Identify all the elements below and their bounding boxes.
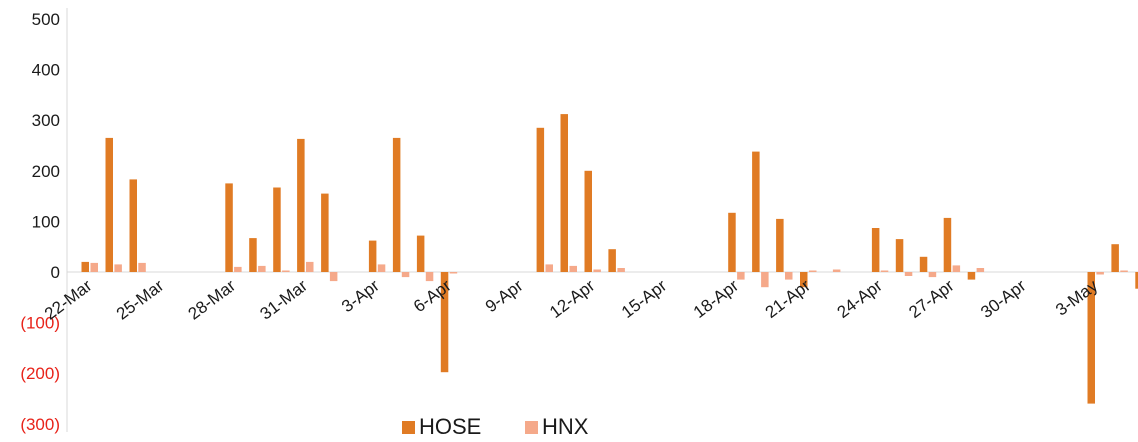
x-tick-label: 28-Mar bbox=[185, 276, 240, 324]
bar-hose-24-Mar bbox=[129, 179, 137, 272]
bar-hose-19-Apr bbox=[752, 151, 760, 272]
bar-hose-26-Apr bbox=[919, 256, 928, 272]
y-tick-label: (200) bbox=[20, 364, 60, 383]
x-tick-label: 30-Apr bbox=[977, 276, 1029, 322]
bar-hnx-31-Mar bbox=[306, 261, 314, 272]
bars-group bbox=[81, 114, 1138, 404]
x-axis-ticks: 22-Mar 25-Mar 28-Mar 31-Mar 3-Apr 6-Apr 9-Apr 1… bbox=[41, 276, 1102, 324]
bar-hnx-5-Apr bbox=[425, 272, 434, 282]
y-tick-label: 0 bbox=[51, 263, 60, 282]
bar-hose-31-Mar bbox=[297, 138, 305, 272]
bar-hnx-4-May bbox=[1120, 270, 1128, 272]
bar-hose-22-Mar bbox=[81, 261, 89, 272]
bar-hose-3-May bbox=[1087, 272, 1095, 404]
bar-hnx-27-Apr bbox=[952, 265, 961, 272]
y-axis-ticks: 500 400 300 200 100 0 (100) (200) (300) bbox=[20, 10, 60, 434]
bar-hose-28-Apr bbox=[967, 272, 976, 280]
bar-hose-25-Apr bbox=[895, 239, 904, 272]
bar-hnx-26-Apr bbox=[928, 272, 937, 278]
bar-hose-27-Apr bbox=[943, 217, 952, 272]
x-tick-label: 3-Apr bbox=[338, 276, 383, 316]
bar-hnx-29-Mar bbox=[258, 265, 266, 272]
legend-swatch-hose bbox=[402, 421, 415, 434]
x-tick-label: 9-Apr bbox=[482, 276, 527, 316]
y-tick-label: 500 bbox=[32, 10, 60, 29]
bar-hose-10-Apr bbox=[536, 127, 545, 272]
bar-hose-13-Apr bbox=[608, 249, 616, 272]
bar-hose-5-May bbox=[1135, 272, 1138, 289]
legend-label-hose: HOSE bbox=[419, 414, 481, 439]
bar-hnx-24-Mar bbox=[138, 262, 146, 272]
bar-hnx-24-Apr bbox=[880, 270, 889, 272]
legend-swatch-hnx bbox=[525, 421, 538, 434]
bar-hnx-10-Apr bbox=[545, 264, 553, 272]
bar-hose-18-Apr bbox=[728, 212, 736, 272]
x-tick-label: 12-Apr bbox=[546, 276, 598, 322]
bar-hnx-1-Apr bbox=[329, 272, 338, 282]
x-tick-label: 15-Apr bbox=[618, 276, 670, 322]
bar-hose-29-Mar bbox=[249, 238, 257, 272]
x-tick-label: 24-Apr bbox=[834, 276, 886, 322]
legend-label-hnx: HNX bbox=[542, 414, 589, 439]
x-tick-label: 22-Mar bbox=[41, 276, 96, 324]
bar-hnx-30-Mar bbox=[282, 270, 290, 272]
bar-hnx-12-Apr bbox=[593, 269, 601, 272]
bar-hose-4-Apr bbox=[392, 137, 401, 272]
y-tick-label: (300) bbox=[20, 415, 60, 434]
bar-hose-3-Apr bbox=[368, 240, 377, 272]
bar-hnx-25-Apr bbox=[904, 272, 913, 276]
bar-hose-30-Mar bbox=[273, 187, 281, 272]
legend: HOSE HNX bbox=[402, 414, 589, 439]
y-tick-label: 300 bbox=[32, 111, 60, 130]
x-tick-label: 21-Apr bbox=[762, 276, 814, 322]
bar-hose-1-Apr bbox=[321, 193, 329, 272]
y-tick-label: 200 bbox=[32, 162, 60, 181]
bar-hnx-22-Apr bbox=[832, 269, 841, 272]
bar-hose-6-Apr bbox=[440, 272, 449, 373]
bar-hose-20-Apr bbox=[776, 218, 784, 272]
bar-hose-4-May bbox=[1111, 244, 1119, 272]
bar-hose-5-Apr bbox=[416, 235, 425, 272]
bar-hose-11-Apr bbox=[560, 114, 568, 272]
bar-hnx-13-Apr bbox=[617, 268, 625, 272]
bar-hnx-23-Mar bbox=[114, 264, 122, 272]
bar-hose-28-Mar bbox=[225, 183, 233, 272]
bar-hose-12-Apr bbox=[584, 170, 592, 272]
x-tick-label: 25-Mar bbox=[113, 276, 168, 324]
x-tick-label: 18-Apr bbox=[690, 276, 742, 322]
bar-hose-24-Apr bbox=[871, 228, 880, 272]
bar-hnx-28-Mar bbox=[234, 266, 242, 272]
bar-hose-21-Apr bbox=[800, 272, 808, 288]
bar-hnx-22-Mar bbox=[90, 262, 98, 272]
bar-hnx-18-Apr bbox=[737, 272, 745, 280]
bar-hnx-4-Apr bbox=[401, 272, 410, 278]
bar-hnx-20-Apr bbox=[785, 272, 793, 280]
y-tick-label: 100 bbox=[32, 212, 60, 231]
bar-hnx-21-Apr bbox=[809, 270, 817, 272]
x-tick-label: 31-Mar bbox=[257, 276, 312, 324]
bar-hnx-3-May bbox=[1096, 272, 1104, 275]
y-tick-label: (100) bbox=[20, 314, 60, 333]
bar-hnx-28-Apr bbox=[976, 268, 985, 272]
bar-hose-23-Mar bbox=[105, 137, 113, 272]
bar-hnx-11-Apr bbox=[569, 265, 577, 272]
bar-hnx-3-Apr bbox=[377, 264, 386, 272]
x-tick-label: 27-Apr bbox=[905, 276, 957, 322]
y-tick-label: 400 bbox=[32, 61, 60, 80]
bar-hnx-6-Apr bbox=[449, 272, 458, 274]
bar-hnx-19-Apr bbox=[761, 272, 769, 288]
